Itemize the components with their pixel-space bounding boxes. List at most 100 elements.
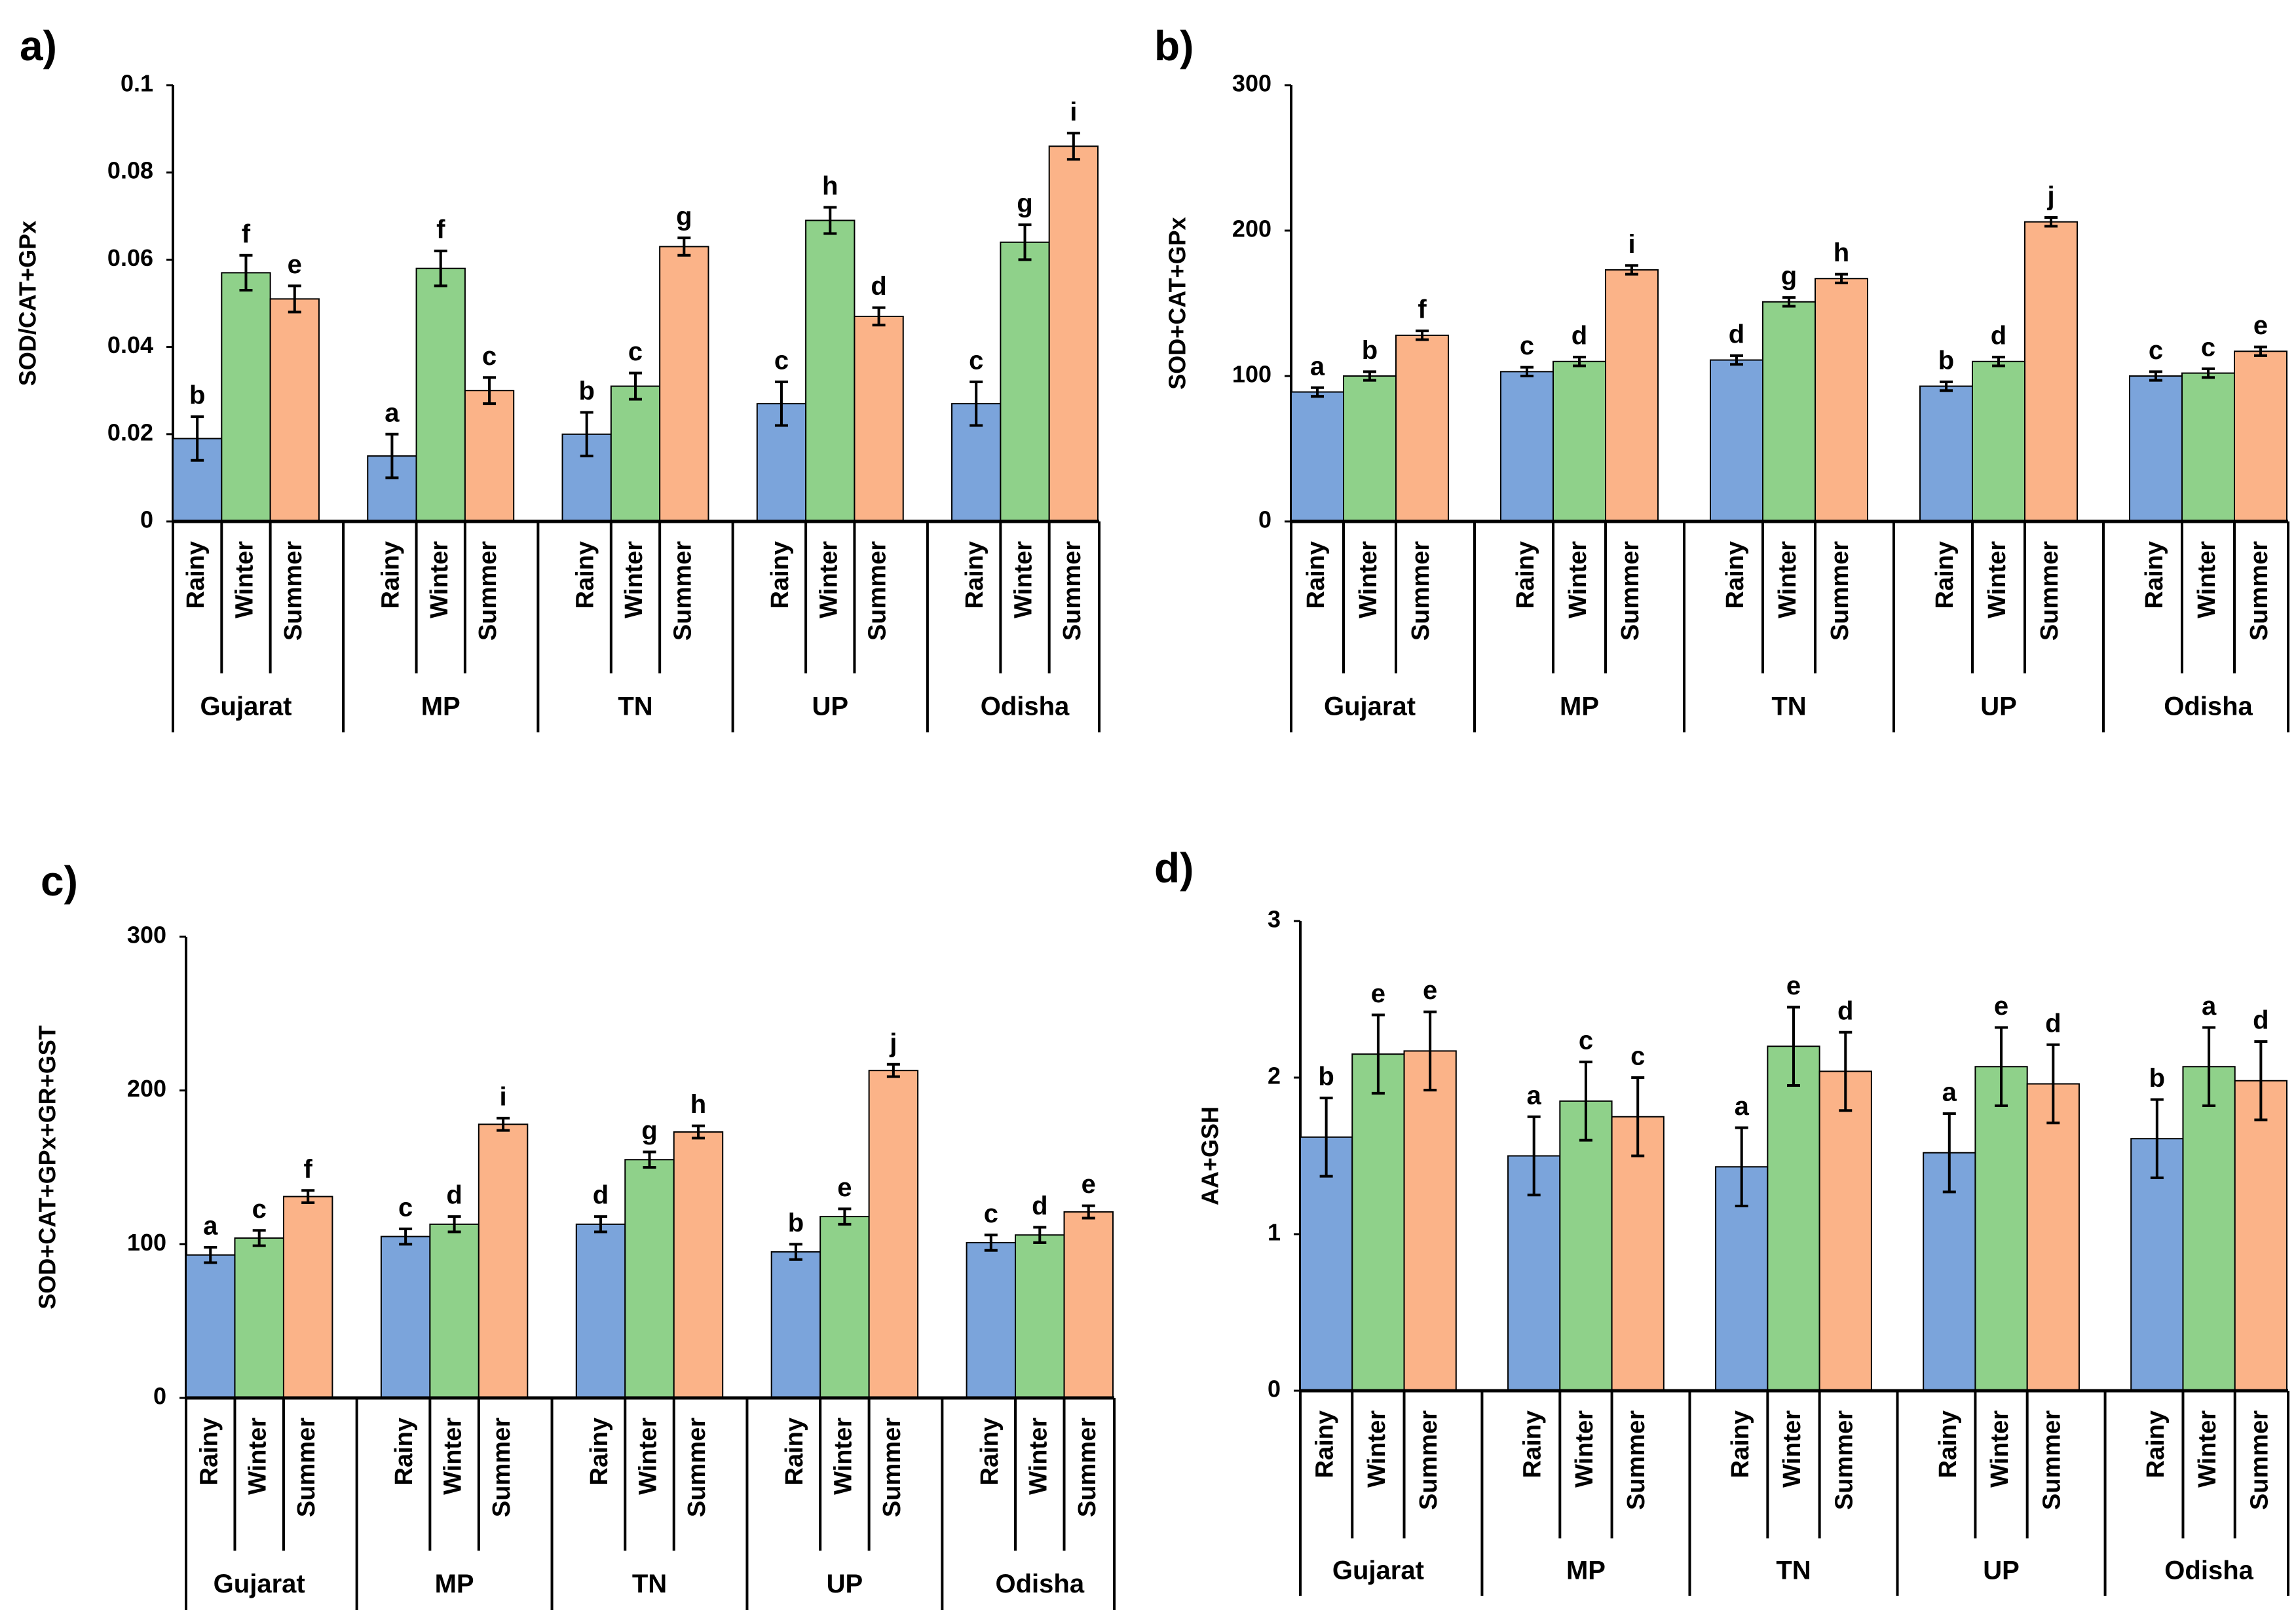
significance-letter: c (969, 346, 983, 375)
bar (2181, 372, 2235, 522)
bar (2182, 1066, 2236, 1392)
significance-letter: a (1527, 1081, 1542, 1110)
significance-letter: b (1318, 1063, 1334, 1091)
bar (415, 267, 466, 522)
bar (1818, 1070, 1872, 1391)
significance-letter: b (1362, 336, 1378, 365)
panel-label: b) (1154, 22, 1194, 69)
season-label: Rainy (1311, 1410, 1339, 1478)
season-label: Winter (1363, 1410, 1391, 1488)
bar (1015, 1234, 1065, 1399)
bar (185, 1254, 236, 1399)
significance-letter: b (578, 377, 594, 405)
bar (2129, 375, 2183, 522)
bar (1000, 241, 1050, 522)
y-tick-label: 0.02 (107, 419, 153, 445)
significance-letter: e (2253, 311, 2268, 340)
y-tick-label: 200 (127, 1075, 166, 1102)
season-label: Summer (1617, 541, 1644, 641)
y-axis-label: SOD+CAT+GPx (1164, 217, 1191, 389)
significance-letter: d (446, 1181, 462, 1210)
season-label: Winter (1984, 541, 2011, 618)
bar (380, 1235, 431, 1399)
season-label: Winter (2194, 1410, 2221, 1488)
season-label: Summer (1830, 1410, 1858, 1510)
significance-letter: b (2149, 1064, 2165, 1093)
y-tick-label: 0.06 (107, 244, 153, 271)
bar (1403, 1050, 1457, 1391)
panel-label: a) (20, 22, 57, 69)
bar (1559, 1100, 1613, 1391)
y-tick-label: 0.08 (107, 157, 153, 184)
group-label: Gujarat (214, 1570, 305, 1598)
season-label: Winter (620, 541, 648, 618)
y-axis-label: SOD+CAT+GPx+GR+GST (34, 1025, 61, 1309)
significance-letter: h (1834, 238, 1849, 267)
bar (624, 1159, 675, 1399)
bar (1815, 278, 1868, 522)
significance-letter: e (1371, 979, 1385, 1008)
group-label: UP (1983, 1556, 2020, 1585)
season-label: Rainy (1931, 541, 1959, 609)
group-label: Odisha (981, 692, 1070, 721)
y-tick-label: 0.04 (107, 331, 153, 358)
bar (770, 1251, 821, 1399)
bar (1762, 301, 1816, 522)
season-label: Rainy (1519, 1410, 1547, 1478)
significance-letter: e (1786, 971, 1801, 1000)
significance-letter: a (1310, 352, 1325, 381)
bar (610, 385, 661, 522)
bar (966, 1241, 1017, 1399)
season-label: Winter (231, 541, 259, 618)
y-tick-label: 300 (1232, 70, 1271, 97)
significance-letter: c (1520, 331, 1534, 360)
season-label: Winter (635, 1418, 662, 1495)
bar (1351, 1053, 1405, 1391)
group-label: Gujarat (200, 692, 292, 721)
group-label: Odisha (2164, 1556, 2253, 1585)
season-label: Summer (1623, 1410, 1650, 1510)
season-label: Rainy (2141, 541, 2168, 609)
significance-letter: g (641, 1116, 657, 1145)
bar (2234, 350, 2287, 522)
bar (659, 246, 709, 522)
significance-letter: c (482, 342, 497, 371)
season-label: Summer (1074, 1418, 1101, 1517)
group-label: TN (1776, 1556, 1811, 1585)
season-label: Summer (2036, 541, 2063, 641)
significance-letter: g (1781, 262, 1797, 291)
season-label: Rainy (961, 541, 988, 609)
bar (1500, 371, 1554, 523)
y-tick-label: 100 (127, 1229, 166, 1256)
bar (1974, 1066, 2028, 1392)
season-label: Rainy (766, 541, 794, 609)
group-label: MP (1560, 692, 1599, 721)
significance-letter: d (871, 272, 886, 301)
significance-letter: e (1423, 976, 1437, 1005)
season-label: Summer (864, 541, 892, 641)
season-label: Winter (1778, 1410, 1806, 1488)
group-label: Gujarat (1332, 1556, 1424, 1585)
significance-letter: d (1837, 996, 1853, 1025)
significance-letter: c (252, 1195, 267, 1224)
group-label: Odisha (2164, 692, 2253, 721)
y-tick-label: 0 (153, 1383, 166, 1410)
y-tick-label: 2 (1268, 1063, 1281, 1089)
y-tick-label: 0 (1268, 1376, 1281, 1403)
significance-letter: c (1630, 1042, 1645, 1071)
season-label: Rainy (1722, 541, 1749, 609)
season-label: Summer (878, 1418, 906, 1517)
season-label: Rainy (572, 541, 599, 609)
significance-letter: d (593, 1181, 609, 1210)
season-label: Winter (1025, 1418, 1052, 1495)
bar (1290, 391, 1344, 522)
significance-letter: i (1070, 98, 1077, 126)
season-label: Summer (2038, 1410, 2065, 1510)
season-label: Rainy (586, 1418, 613, 1485)
significance-letter: d (1032, 1192, 1047, 1220)
season-label: Summer (293, 1418, 320, 1517)
group-label: UP (827, 1570, 863, 1598)
significance-letter: c (398, 1193, 413, 1222)
significance-letter: b (788, 1209, 804, 1237)
season-label: Winter (440, 1418, 467, 1495)
